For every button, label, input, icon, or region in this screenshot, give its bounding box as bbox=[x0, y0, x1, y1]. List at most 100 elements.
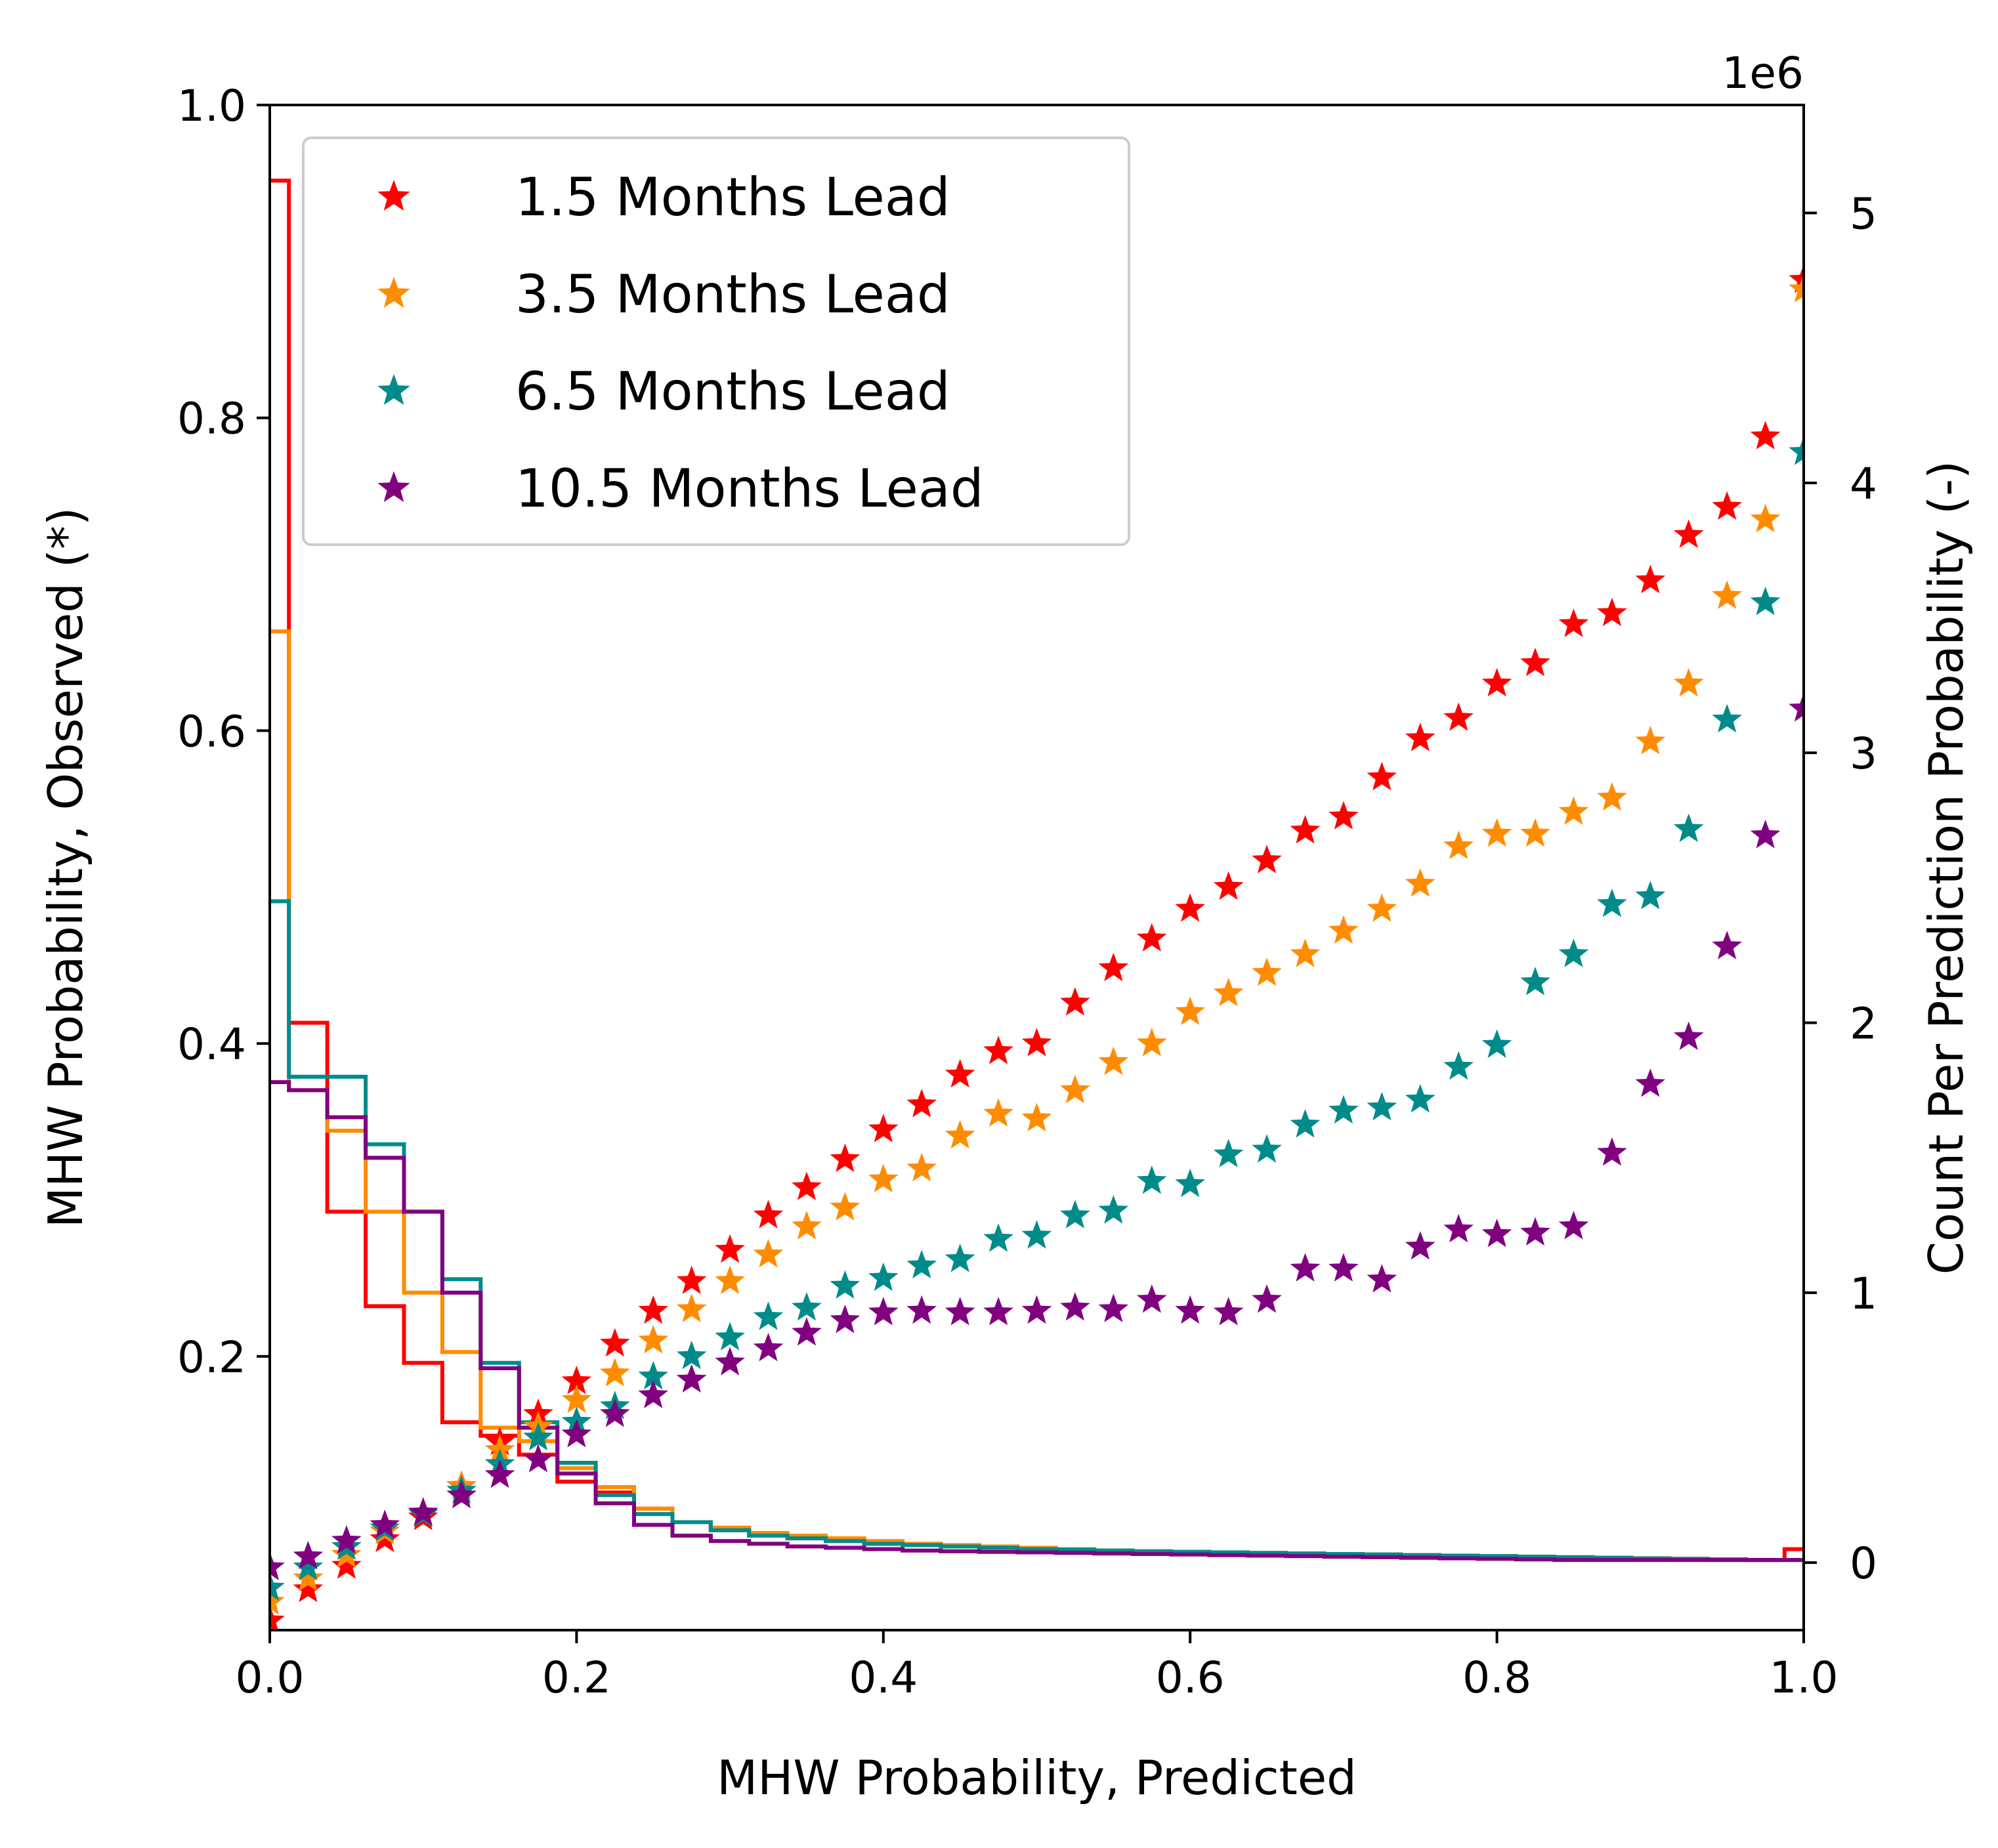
data-point-series-1 bbox=[753, 1200, 784, 1228]
y-tick-label: 0.2 bbox=[177, 1332, 246, 1383]
legend-box bbox=[302, 136, 1130, 546]
legend: 1.5 Months Lead 3.5 Months Lead 6.5 Months… bbox=[302, 136, 1130, 546]
data-point-series-1 bbox=[1328, 801, 1359, 830]
data-point-series-3 bbox=[830, 1270, 861, 1299]
data-point-series-2 bbox=[1635, 726, 1666, 755]
data-point-series-2 bbox=[1789, 274, 1804, 303]
data-point-series-1 bbox=[983, 1036, 1013, 1064]
y2-tick-label: 2 bbox=[1850, 999, 1877, 1049]
data-point-series-2 bbox=[715, 1265, 745, 1294]
data-point-series-1 bbox=[1175, 893, 1205, 922]
data-point-series-4 bbox=[484, 1460, 515, 1488]
data-point-series-1 bbox=[1712, 491, 1742, 520]
data-point-series-1 bbox=[561, 1366, 592, 1395]
data-point-series-4 bbox=[1520, 1217, 1550, 1246]
data-point-series-1 bbox=[945, 1059, 975, 1088]
y2-tick-label: 5 bbox=[1850, 189, 1877, 240]
data-point-series-1 bbox=[1060, 987, 1090, 1016]
data-point-series-1 bbox=[1021, 1028, 1052, 1057]
x-tick-label: 0.4 bbox=[849, 1652, 918, 1703]
data-point-series-1 bbox=[331, 1550, 362, 1579]
x-tick-label: 1.0 bbox=[1770, 1652, 1839, 1703]
data-point-series-3 bbox=[1175, 1168, 1205, 1198]
data-point-series-4 bbox=[1136, 1284, 1167, 1313]
legend-entry-label: 3.5 Months Lead bbox=[515, 264, 950, 325]
data-point-series-4 bbox=[983, 1297, 1013, 1326]
data-point-series-3 bbox=[1021, 1220, 1052, 1249]
data-point-series-3 bbox=[293, 1551, 324, 1581]
data-point-series-3 bbox=[792, 1292, 822, 1321]
data-point-series-4 bbox=[1673, 1021, 1704, 1050]
data-point-series-2 bbox=[1021, 1102, 1052, 1131]
data-point-series-2 bbox=[1290, 938, 1321, 967]
data-point-series-4 bbox=[1252, 1284, 1282, 1313]
data-point-series-2 bbox=[1520, 818, 1550, 847]
data-point-series-4 bbox=[1750, 820, 1781, 849]
data-point-series-4 bbox=[293, 1541, 324, 1570]
y2-axis-label: Count Per Prediction Probability (-) bbox=[1919, 461, 1974, 1275]
data-point-series-3 bbox=[1712, 704, 1742, 733]
data-point-series-3 bbox=[270, 1572, 285, 1601]
data-point-series-4 bbox=[638, 1379, 669, 1408]
data-point-series-1 bbox=[1597, 597, 1627, 627]
data-point-series-4 bbox=[1712, 931, 1742, 959]
data-point-series-2 bbox=[293, 1563, 324, 1591]
data-point-series-1 bbox=[1558, 608, 1589, 637]
axes-layer: 0.0 0.2 0.4 0.6 0.8 1.0 0.2 0.4 0.6 0.8 1.0 0 1 2 3 4 5 1… bbox=[38, 48, 1974, 1805]
data-point-series-4 bbox=[1060, 1292, 1090, 1321]
data-point-series-2 bbox=[638, 1325, 669, 1354]
y2-tick-label: 3 bbox=[1850, 728, 1877, 779]
data-point-series-4 bbox=[1213, 1297, 1244, 1326]
y-tick-label: 0.6 bbox=[177, 706, 246, 757]
data-point-series-4 bbox=[331, 1525, 362, 1554]
data-point-series-3 bbox=[1443, 1051, 1474, 1080]
data-point-series-1 bbox=[906, 1089, 937, 1118]
y2-tick-label: 1 bbox=[1850, 1269, 1877, 1319]
data-point-series-1 bbox=[1367, 761, 1397, 791]
data-point-series-2 bbox=[561, 1384, 592, 1413]
data-point-series-2 bbox=[1175, 996, 1205, 1025]
data-point-series-1 bbox=[715, 1234, 745, 1263]
data-point-series-4 bbox=[1290, 1253, 1321, 1282]
data-point-series-4 bbox=[753, 1333, 784, 1362]
data-point-series-2 bbox=[868, 1164, 899, 1192]
data-point-series-2 bbox=[1712, 580, 1742, 609]
data-point-series-4 bbox=[1635, 1068, 1666, 1097]
y-tick-label: 1.0 bbox=[177, 81, 246, 131]
legend-marker bbox=[377, 180, 410, 211]
y2-multiplier-label: 1e6 bbox=[1722, 48, 1804, 98]
data-point-series-3 bbox=[676, 1340, 707, 1370]
data-point-series-1 bbox=[638, 1295, 669, 1324]
data-point-series-3 bbox=[1252, 1134, 1282, 1163]
data-point-series-4 bbox=[792, 1317, 822, 1346]
data-point-series-2 bbox=[1213, 977, 1244, 1007]
data-point-series-3 bbox=[983, 1223, 1013, 1252]
data-point-series-1 bbox=[1136, 923, 1167, 952]
data-point-series-3 bbox=[1098, 1195, 1129, 1224]
data-point-series-4 bbox=[1175, 1295, 1205, 1324]
data-point-series-2 bbox=[1673, 667, 1704, 697]
y2-tick-label: 4 bbox=[1850, 459, 1877, 509]
data-point-series-2 bbox=[1481, 818, 1512, 847]
data-point-series-4 bbox=[523, 1444, 553, 1473]
data-point-series-2 bbox=[1597, 782, 1627, 811]
x-tick-label: 0.0 bbox=[236, 1652, 305, 1703]
data-point-series-3 bbox=[1520, 967, 1550, 996]
data-point-series-1 bbox=[270, 1605, 285, 1630]
data-point-series-3 bbox=[1481, 1029, 1512, 1058]
data-point-series-4 bbox=[1558, 1211, 1589, 1240]
y-tick-label: 0.8 bbox=[177, 394, 246, 444]
data-point-series-2 bbox=[1060, 1074, 1090, 1104]
x-tick-label: 0.2 bbox=[542, 1652, 611, 1703]
data-point-series-1 bbox=[1405, 723, 1435, 751]
data-point-series-1 bbox=[1098, 952, 1129, 982]
data-point-series-1 bbox=[1481, 667, 1512, 697]
data-point-series-3 bbox=[1213, 1139, 1244, 1167]
data-point-series-4 bbox=[906, 1295, 937, 1324]
y-axis-label: MHW Probability, Observed (*) bbox=[38, 507, 93, 1228]
data-point-series-1 bbox=[1635, 564, 1666, 593]
data-point-series-3 bbox=[868, 1262, 899, 1292]
data-point-series-1 bbox=[600, 1328, 630, 1357]
x-axis-label: MHW Probability, Predicted bbox=[717, 1750, 1357, 1805]
